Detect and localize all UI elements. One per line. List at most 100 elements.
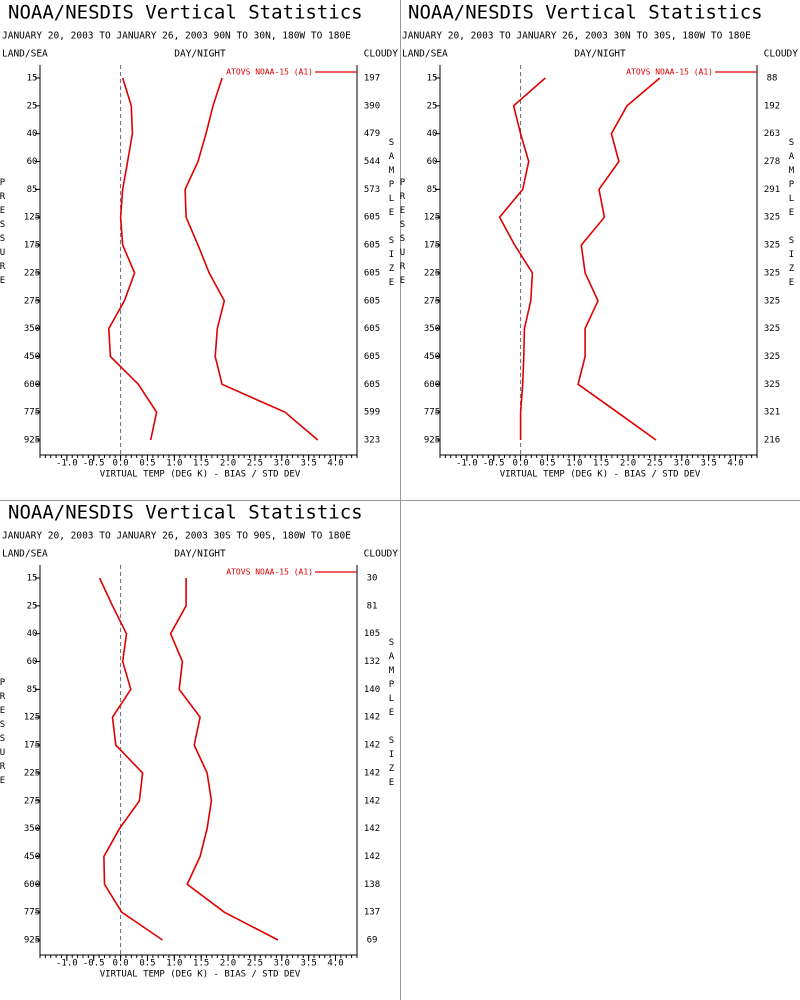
header-label: CLOUDY (364, 549, 399, 560)
sample-size-label: 263 (764, 129, 780, 139)
x-tick-label: 3.0 (274, 959, 290, 969)
y2-axis-label: SAMPLE SIZE (787, 138, 797, 292)
sample-size-label: 325 (764, 213, 780, 223)
sample-size-label: 142 (364, 713, 380, 723)
x-tick-label: 3.0 (674, 459, 690, 469)
sample-size-label: 325 (764, 324, 780, 334)
y-tick-label: 85 (427, 185, 438, 195)
x-tick-label: 3.5 (701, 459, 717, 469)
sample-size-label: 197 (364, 74, 380, 84)
x-tick-label: 1.5 (193, 959, 209, 969)
bias-line (107, 77, 158, 441)
y-tick-label: 60 (27, 157, 38, 167)
y-tick-label: 125 (24, 213, 40, 223)
chart-subtitle: JANUARY 20, 2003 TO JANUARY 26, 2003 30N… (402, 31, 751, 42)
y-tick-label: 925 (24, 436, 40, 446)
y-tick-label: 60 (427, 157, 438, 167)
y-axis-label: PRESSURE (398, 178, 408, 290)
sample-size-label: 323 (364, 436, 380, 446)
y-tick-label: 15 (27, 574, 38, 584)
sample-size-label: 605 (364, 380, 380, 390)
y-tick-label: 25 (427, 101, 438, 111)
sample-size-label: 81 (367, 601, 378, 611)
header-label: DAY/NIGHT (174, 49, 226, 60)
y-tick-label: 40 (27, 129, 38, 139)
std-dev-line (184, 77, 319, 441)
sample-size-label: 138 (364, 880, 380, 890)
x-tick-label: 0.0 (512, 459, 528, 469)
sample-size-label: 605 (364, 268, 380, 278)
sample-size-label: 325 (764, 296, 780, 306)
std-dev-line (169, 578, 279, 941)
y-tick-label: 225 (24, 268, 40, 278)
x-tick-label: 3.5 (301, 459, 317, 469)
y-tick-label: 85 (27, 685, 38, 695)
x-tick-label: 2.0 (620, 459, 636, 469)
sample-size-label: 544 (364, 157, 380, 167)
x-tick-label: 1.0 (566, 459, 582, 469)
sample-size-label: 573 (364, 185, 380, 195)
bias-line (98, 577, 163, 941)
y-tick-label: 450 (24, 852, 40, 862)
header-label: LAND/SEA (2, 49, 48, 60)
x-tick-label: -1.0 (56, 959, 78, 969)
header-label: LAND/SEA (402, 49, 448, 60)
sample-size-label: 605 (364, 352, 380, 362)
y-tick-label: 175 (24, 241, 40, 251)
x-tick-label: 2.5 (247, 959, 263, 969)
sample-size-label: 142 (364, 852, 380, 862)
chart-title: NOAA/NESDIS Vertical Statistics (8, 502, 363, 524)
sample-size-label: 479 (364, 129, 380, 139)
x-tick-label: 0.5 (539, 459, 555, 469)
y-tick-label: 40 (27, 629, 38, 639)
header-label: LAND/SEA (2, 549, 48, 560)
y-axis-label: PRESSURE (0, 678, 8, 790)
y-tick-label: 275 (424, 296, 440, 306)
y-tick-label: 175 (424, 241, 440, 251)
chart-title: NOAA/NESDIS Vertical Statistics (8, 2, 363, 24)
y-tick-label: 25 (27, 601, 38, 611)
sample-size-label: 599 (364, 408, 380, 418)
x-tick-label: 2.5 (247, 459, 263, 469)
x-tick-label: 4.0 (327, 959, 343, 969)
y-tick-label: 175 (24, 741, 40, 751)
y-axis-label: PRESSURE (0, 178, 8, 290)
y2-axis-label: SAMPLE SIZE (387, 638, 397, 792)
y-tick-label: 775 (24, 408, 40, 418)
sample-size-label: 291 (764, 185, 780, 195)
panel: NOAA/NESDIS Vertical Statistics JANUARY 2… (0, 2, 398, 480)
sample-size-label: 325 (764, 241, 780, 251)
y-tick-label: 40 (427, 129, 438, 139)
y-tick-label: 125 (24, 713, 40, 723)
sample-size-label: 142 (364, 741, 380, 751)
x-axis-label: VIRTUAL TEMP (DEG K) - BIAS / STD DEV (100, 970, 301, 980)
x-tick-label: -0.5 (83, 959, 105, 969)
header-label: DAY/NIGHT (174, 549, 226, 560)
std-dev-line (577, 77, 661, 441)
sample-size-label: 216 (764, 436, 780, 446)
x-tick-label: 2.5 (647, 459, 663, 469)
x-tick-label: 1.5 (593, 459, 609, 469)
sample-size-label: 605 (364, 324, 380, 334)
sample-size-label: 325 (764, 352, 780, 362)
x-tick-label: 0.5 (139, 459, 155, 469)
x-tick-label: 4.0 (327, 459, 343, 469)
x-tick-label: -0.5 (83, 459, 105, 469)
x-tick-label: -1.0 (56, 459, 78, 469)
y-tick-label: 450 (24, 352, 40, 362)
header-label: DAY/NIGHT (574, 49, 626, 60)
sample-size-label: 605 (364, 296, 380, 306)
sample-size-label: 140 (364, 685, 380, 695)
y-tick-label: 925 (424, 436, 440, 446)
x-axis-label: VIRTUAL TEMP (DEG K) - BIAS / STD DEV (500, 470, 701, 480)
sample-size-label: 132 (364, 657, 380, 667)
y-tick-label: 225 (24, 768, 40, 778)
y-tick-label: 350 (24, 824, 40, 834)
y-tick-label: 15 (27, 74, 38, 84)
x-tick-label: 0.5 (139, 959, 155, 969)
y-tick-label: 60 (27, 657, 38, 667)
y-tick-label: 225 (424, 268, 440, 278)
y-tick-label: 775 (24, 908, 40, 918)
panel: NOAA/NESDIS Vertical Statistics JANUARY 2… (398, 2, 799, 480)
x-tick-label: 1.0 (166, 459, 182, 469)
